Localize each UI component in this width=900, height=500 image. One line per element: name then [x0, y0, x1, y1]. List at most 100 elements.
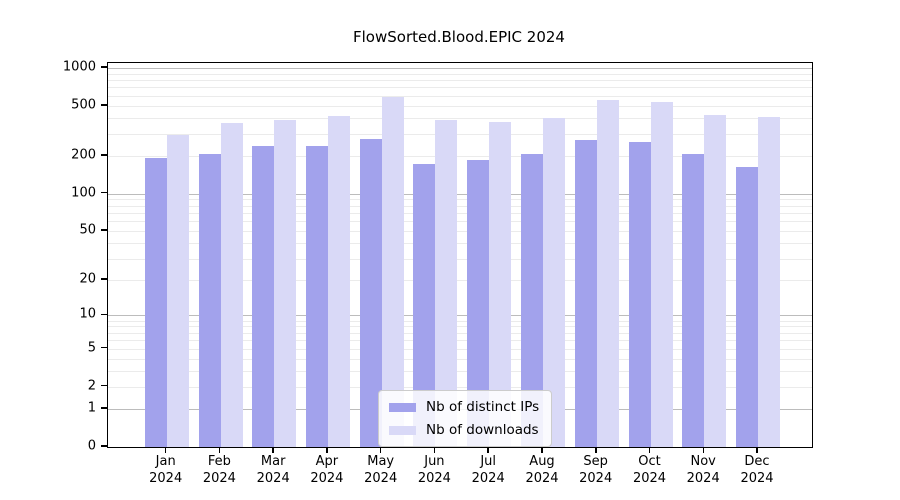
x-tick-label-mar: Mar 2024: [256, 454, 290, 486]
gridline-70: [108, 213, 812, 214]
y-tick-label-0: 0: [87, 438, 96, 454]
x-tick-label-aug: Aug 2024: [525, 454, 559, 486]
x-tick-mark: [702, 447, 704, 453]
gridline-2: [108, 386, 812, 388]
bar-distinct-ips-oct: [628, 142, 651, 447]
x-tick-label-apr: Apr 2024: [310, 454, 344, 486]
x-tick-label-jul: Jul 2024: [471, 454, 505, 486]
bar-distinct-ips-nov: [682, 153, 705, 447]
gridline-30: [108, 258, 812, 260]
gridline-900: [108, 73, 812, 75]
x-tick-label-sep: Sep 2024: [579, 454, 613, 486]
y-tick-label-50: 50: [79, 222, 96, 238]
y-tick-mark: [101, 154, 107, 156]
y-tick-label-5: 5: [87, 340, 96, 356]
y-tick-mark: [101, 191, 107, 194]
x-tick-mark: [164, 447, 167, 453]
gridline-500: [108, 105, 812, 107]
y-tick-mark: [101, 384, 107, 387]
bar-downloads-may: [381, 96, 404, 447]
gridline-700: [108, 87, 812, 89]
y-tick-mark: [101, 229, 107, 231]
bar-downloads-feb: [220, 122, 243, 447]
x-tick-mark: [272, 447, 274, 453]
plot-area: [107, 62, 813, 448]
gridline-1000: [108, 67, 812, 69]
y-tick-label-2: 2: [87, 378, 96, 394]
y-tick-label-10: 10: [79, 306, 96, 322]
bar-downloads-sep: [596, 99, 619, 447]
gridline-60: [108, 221, 812, 223]
y-tick-label-100: 100: [71, 185, 96, 201]
gridline-5: [108, 348, 812, 350]
x-tick-mark: [487, 447, 489, 453]
x-tick-label-nov: Nov 2024: [686, 454, 720, 486]
gridline-8: [108, 326, 812, 328]
y-tick-mark: [101, 278, 107, 280]
y-tick-mark: [101, 104, 107, 106]
x-tick-mark: [379, 447, 382, 453]
bar-downloads-jul: [489, 122, 512, 447]
x-tick-label-jan: Jan 2024: [149, 454, 183, 486]
gridline-300: [108, 133, 812, 135]
bar-distinct-ips-apr: [305, 145, 328, 447]
y-tick-mark: [101, 445, 107, 447]
bar-distinct-ips-feb: [198, 154, 221, 447]
bar-distinct-ips-may: [359, 138, 382, 447]
bar-distinct-ips-jan: [144, 157, 167, 447]
y-tick-label-20: 20: [79, 271, 96, 287]
x-tick-mark: [326, 447, 328, 453]
gridline-400: [108, 118, 812, 119]
x-tick-mark: [541, 447, 543, 453]
bar-distinct-ips-dec: [736, 167, 758, 447]
y-tick-label-1: 1: [87, 400, 96, 416]
gridline-100: [108, 193, 812, 195]
x-tick-label-jun: Jun 2024: [417, 454, 451, 486]
y-tick-mark: [101, 66, 107, 68]
legend-swatch-distinct-ips-icon: [389, 402, 416, 412]
bar-downloads-oct: [650, 101, 673, 447]
x-tick-mark: [433, 447, 436, 453]
gridline-80: [108, 205, 812, 207]
x-tick-mark: [756, 447, 758, 453]
legend-item-distinct-ips: Nb of distinct IPs: [389, 399, 539, 415]
bar-downloads-dec: [758, 117, 780, 447]
gridline-800: [108, 80, 812, 81]
x-tick-label-feb: Feb 2024: [202, 454, 236, 486]
gridline-9: [108, 320, 812, 322]
x-tick-mark: [648, 447, 651, 453]
legend-label-distinct-ips: Nb of distinct IPs: [426, 399, 540, 415]
y-tick-label-200: 200: [71, 147, 96, 163]
bar-downloads-apr: [327, 115, 350, 447]
y-tick-mark: [101, 313, 107, 316]
y-tick-label-500: 500: [71, 97, 96, 113]
legend-item-downloads: Nb of downloads: [389, 422, 539, 438]
x-tick-label-may: May 2024: [364, 454, 398, 486]
gridline-90: [108, 199, 812, 201]
x-tick-mark: [595, 447, 597, 453]
gridline-10: [108, 315, 812, 317]
bar-distinct-ips-sep: [574, 139, 597, 447]
chart-title: FlowSorted.Blood.EPIC 2024: [353, 28, 565, 46]
gridline-20: [108, 279, 812, 281]
x-tick-mark: [218, 447, 221, 453]
x-tick-label-dec: Dec 2024: [740, 454, 774, 486]
gridline-40: [108, 243, 812, 245]
bar-distinct-ips-mar: [252, 145, 275, 447]
gridline-4: [108, 358, 812, 360]
gridline-3: [108, 370, 812, 372]
bar-downloads-jan: [166, 135, 189, 447]
y-tick-mark: [101, 407, 107, 409]
gridline-600: [108, 95, 812, 97]
legend-label-downloads: Nb of downloads: [426, 422, 539, 438]
x-tick-label-oct: Oct 2024: [632, 454, 667, 486]
bar-downloads-aug: [542, 118, 565, 447]
gridline-7: [108, 332, 812, 334]
gridline-6: [108, 340, 812, 342]
bar-downloads-jun: [435, 119, 458, 447]
bar-distinct-ips-jul: [467, 160, 490, 447]
legend: Nb of distinct IPs Nb of downloads: [378, 390, 553, 447]
gridline-200: [108, 155, 812, 157]
bar-distinct-ips-jun: [413, 163, 436, 447]
